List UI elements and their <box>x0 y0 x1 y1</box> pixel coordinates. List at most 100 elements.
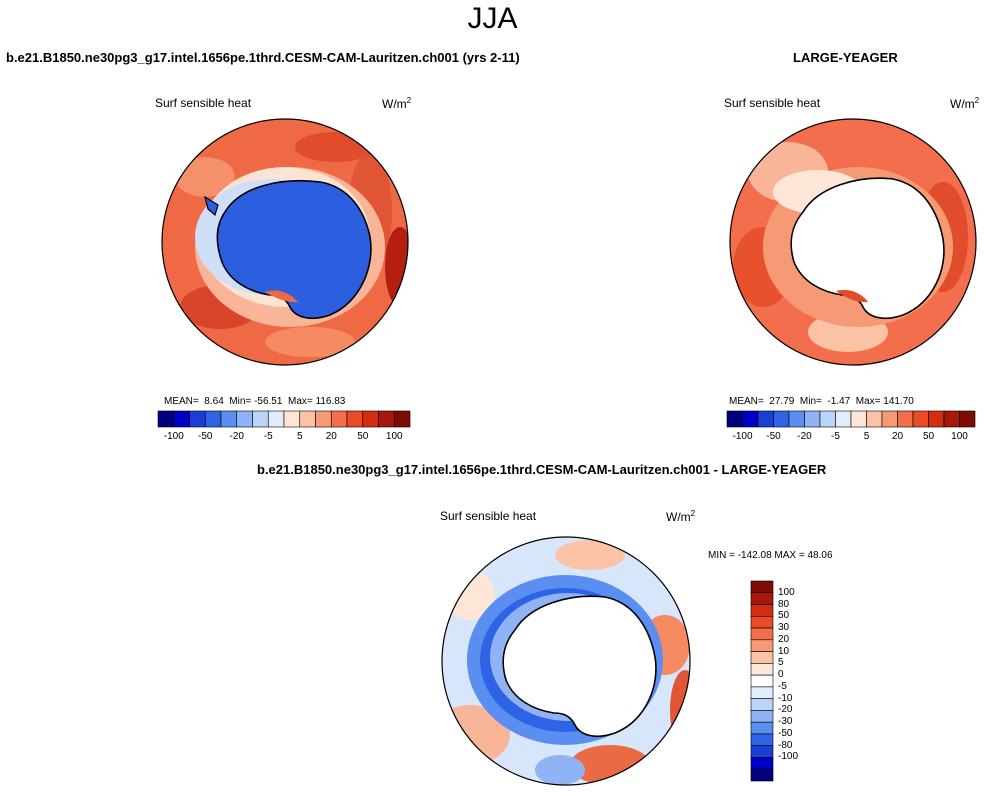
colorbar-tick-label: -50 <box>198 431 213 442</box>
colorbar-swatch <box>750 604 774 617</box>
colorbar-tick-label: -50 <box>766 431 781 442</box>
colorbar-tick-label: 100 <box>385 431 403 442</box>
obs-case-title: LARGE-YEAGER <box>793 50 898 65</box>
diff-field-patch <box>670 670 690 750</box>
colorbar-swatch <box>819 410 836 428</box>
colorbar-swatch <box>750 580 774 594</box>
diff-minmax: MIN = -142.08 MAX = 48.06 <box>708 550 833 561</box>
diff-map-border <box>441 536 691 786</box>
colorbar-tick-label: 20 <box>778 633 790 645</box>
colorbar-swatch <box>315 410 332 428</box>
colorbar-swatch <box>881 410 898 428</box>
colorbar-swatch <box>757 410 774 428</box>
colorbar-swatch <box>750 733 774 747</box>
model-stats: MEAN= 8.64 Min= -56.51 Max= 116.83 <box>164 396 346 407</box>
colorbar-tick-label: -100 <box>732 431 753 442</box>
model-map-border <box>161 118 409 366</box>
colorbar-swatch <box>804 410 821 428</box>
colorbar-swatch <box>850 410 867 428</box>
diff-colorbar <box>750 580 774 782</box>
colorbar-tick-label: -20 <box>797 431 812 442</box>
colorbar-tick-label: -10 <box>778 692 793 704</box>
diff-polar-map <box>441 536 691 786</box>
colorbar-swatch <box>346 410 364 428</box>
obs-polar-map <box>729 118 977 366</box>
colorbar-swatch <box>750 710 774 723</box>
colorbar-swatch <box>236 410 253 428</box>
colorbar-tick-label: 10 <box>778 645 790 657</box>
model-ross-shelf-patch <box>265 290 298 303</box>
colorbar-swatch <box>267 410 285 428</box>
colorbar-swatch <box>393 410 411 428</box>
obs-colorbar <box>726 410 976 428</box>
diff-variable-label: Surf sensible heat <box>440 509 537 523</box>
colorbar-swatch <box>943 410 960 428</box>
colorbar-tick-label: 5 <box>863 431 870 442</box>
colorbar-swatch <box>252 410 269 428</box>
diff-units-label: W/m2 <box>666 509 696 524</box>
colorbar-swatch <box>928 410 945 428</box>
colorbar-swatch <box>912 410 929 428</box>
season-title: JJA <box>467 2 518 35</box>
colorbar-tick-label: -5 <box>778 680 787 692</box>
model-polar-map <box>161 118 409 366</box>
colorbar-swatch <box>750 663 774 676</box>
colorbar-swatch <box>835 410 852 428</box>
obs-colorbar-labels: -100 -50 -20 -5 5 20 50 100 <box>727 431 975 445</box>
colorbar-swatch <box>750 721 774 735</box>
colorbar-swatch <box>788 410 805 428</box>
colorbar-tick-label: 20 <box>325 431 337 442</box>
colorbar-swatch <box>362 410 379 428</box>
colorbar-swatch <box>750 745 774 758</box>
colorbar-tick-label: 50 <box>922 431 935 442</box>
colorbar-swatch <box>330 410 348 428</box>
colorbar-tick-label: 0 <box>778 669 784 681</box>
diff-field-patch <box>555 540 625 570</box>
diff-antarctica <box>502 595 657 737</box>
colorbar-swatch <box>378 410 395 428</box>
model-variable-label: Surf sensible heat <box>155 96 252 110</box>
colorbar-swatch <box>750 674 774 688</box>
colorbar-tick-label: -5 <box>831 431 840 442</box>
colorbar-swatch <box>773 410 790 428</box>
colorbar-swatch <box>750 757 774 770</box>
colorbar-tick-label: 50 <box>778 610 790 622</box>
colorbar-swatch <box>726 410 743 428</box>
model-field-patch <box>175 157 235 197</box>
colorbar-swatch <box>750 627 774 641</box>
colorbar-swatch <box>283 410 301 428</box>
colorbar-swatch <box>750 615 774 629</box>
obs-antarctica <box>790 177 945 319</box>
colorbar-swatch <box>750 639 774 652</box>
colorbar-swatch <box>299 410 316 428</box>
colorbar-swatch <box>157 410 175 428</box>
colorbar-tick-label: 30 <box>778 622 790 634</box>
obs-map-border <box>729 118 977 366</box>
colorbar-tick-label: 50 <box>357 431 369 442</box>
colorbar-swatch <box>204 410 222 428</box>
diff-case-title: b.e21.B1850.ne30pg3_g17.intel.1656pe.1th… <box>257 462 827 477</box>
colorbar-tick-label: -100 <box>778 751 799 763</box>
colorbar-swatch <box>750 651 774 664</box>
diff-field-patch <box>535 755 585 785</box>
colorbar-tick-label: 100 <box>951 431 968 442</box>
colorbar-swatch <box>173 410 190 428</box>
colorbar-tick-label: -20 <box>229 431 244 442</box>
colorbar-tick-label: 20 <box>891 431 904 442</box>
colorbar-swatch <box>750 768 774 782</box>
obs-variable-label: Surf sensible heat <box>724 96 821 110</box>
colorbar-tick-label: -5 <box>263 431 273 442</box>
colorbar-swatch <box>866 410 883 428</box>
colorbar-tick-label: -100 <box>163 431 184 442</box>
obs-stats: MEAN= 27.79 Min= -1.47 Max= 141.70 <box>729 396 914 407</box>
diff-colorbar-labels: 100 80 50 30 20 10 5 0 -5 -10 -20 -30 -50 -80 -100 <box>778 581 818 781</box>
colorbar-tick-label: -50 <box>778 727 793 739</box>
colorbar-tick-label: -80 <box>778 739 793 751</box>
obs-units-label: W/m2 <box>950 96 980 111</box>
colorbar-tick-label: 100 <box>778 586 795 598</box>
model-field-patch <box>265 327 355 357</box>
colorbar-swatch <box>742 410 759 428</box>
model-field-patch <box>385 227 408 307</box>
colorbar-swatch <box>897 410 914 428</box>
colorbar-tick-label: -30 <box>778 716 793 728</box>
